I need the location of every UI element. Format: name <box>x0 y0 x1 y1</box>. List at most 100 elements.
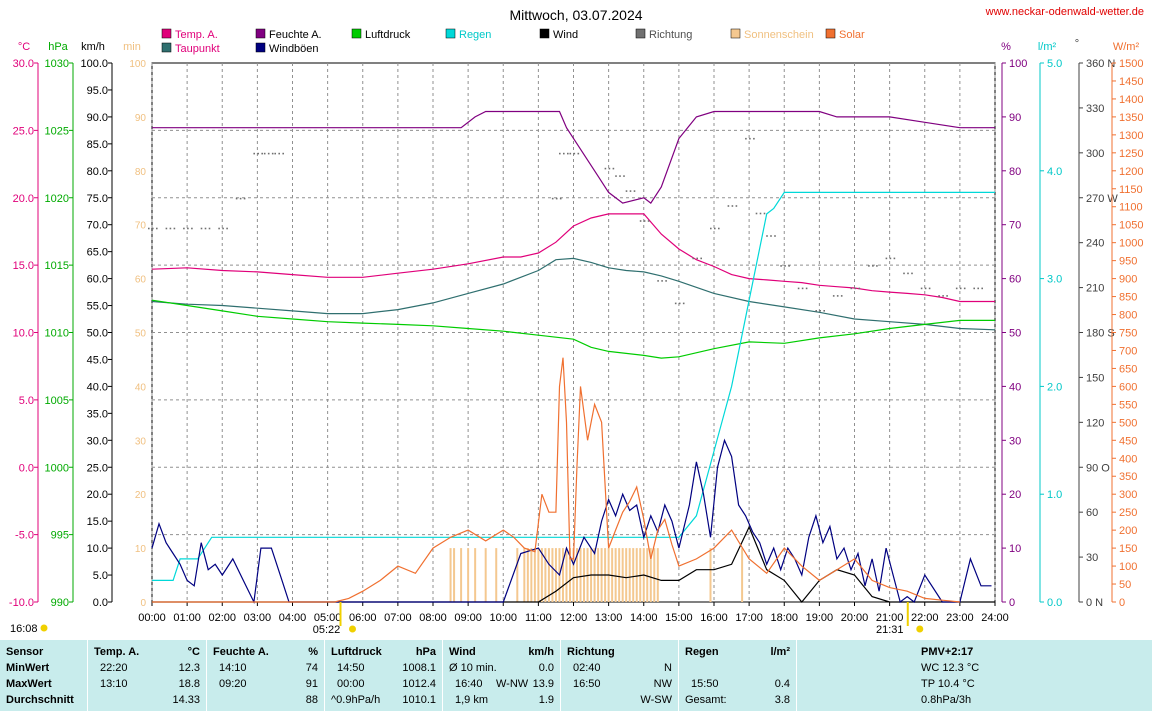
extra-column: PMV+2:17 WC 12.3 °C TP 10.4 °C 0.8hPa/3h <box>796 640 1152 711</box>
rain-axis-label: 4.0 <box>1047 166 1062 178</box>
direction-point <box>208 227 211 230</box>
direction-point <box>218 227 220 230</box>
wind-column: Wind km/h Ø 10 min. 0.0 16:40 W-NW 13.9 1,9 … <box>442 640 560 711</box>
series-temp-a- <box>151 213 995 303</box>
temp-axis-label: -10.0 <box>9 597 34 609</box>
x-tick-label: 14:00 <box>630 612 658 624</box>
direction-point <box>946 295 948 297</box>
direction-point <box>718 227 720 230</box>
temp-axis-label: -5.0 <box>15 530 34 542</box>
direction-axis-label: 300 <box>1086 148 1104 160</box>
legend-swatch <box>825 28 836 39</box>
chart-title: Mittwoch, 03.07.2024 <box>509 7 642 23</box>
direction-point <box>187 227 189 230</box>
x-tick-label: 08:00 <box>419 612 447 624</box>
sun-axis-label: 50 <box>135 329 147 340</box>
direction-point <box>759 212 762 215</box>
pressure-axis-label: 1030 <box>45 58 69 70</box>
solar-axis-label: 500 <box>1119 417 1137 429</box>
humidity-axis-label: 50 <box>1009 328 1021 340</box>
direction-point <box>763 212 766 215</box>
wind-max: 13.9 <box>532 678 554 690</box>
temp-axis-label: 20.0 <box>13 193 34 205</box>
rain-total-label: Gesamt: <box>685 694 727 706</box>
solar-axis-label: 800 <box>1119 310 1137 322</box>
direction-point <box>555 197 558 200</box>
temp-min: 12.3 <box>178 662 200 674</box>
direction-point <box>678 302 681 305</box>
wind-axis-label: 45.0 <box>87 354 108 366</box>
sensor-header: Sensor <box>6 646 44 658</box>
direction-axis-label: 210 <box>1086 283 1104 295</box>
temp-avg: 14.33 <box>172 694 200 706</box>
direction-point <box>235 197 238 200</box>
solar-axis-label: 250 <box>1119 507 1137 519</box>
direction-point <box>823 310 825 312</box>
wind-axis-label: 40.0 <box>87 381 108 393</box>
legend-label: Temp. A. <box>175 29 218 41</box>
direction-axis-label: 150 <box>1086 372 1104 384</box>
direction-point <box>745 137 747 140</box>
wind-axis-label: 90.0 <box>87 112 108 124</box>
temp-axis-label: 10.0 <box>13 328 34 340</box>
wind-max-dir: W-NW <box>496 678 529 690</box>
temp-axis-label: 0.0 <box>19 462 34 474</box>
wind-axis-label: 100.0 <box>80 58 108 70</box>
humidity-axis-label: 0 <box>1009 597 1015 609</box>
direction-point <box>893 257 896 260</box>
direction-avg: W-SW <box>640 694 672 706</box>
legend-label: Richtung <box>649 29 692 41</box>
temp-axis-label: 5.0 <box>19 395 34 407</box>
sunset-icon <box>916 625 924 633</box>
pressure-min: 1008.1 <box>402 662 436 674</box>
x-tick-label: 19:00 <box>806 612 834 624</box>
wind-min-label: Ø 10 min. <box>449 662 497 674</box>
legend-swatch <box>161 28 172 39</box>
solar-axis-label: 600 <box>1119 381 1137 393</box>
humidity-axis-label: 40 <box>1009 381 1021 393</box>
wind-axis-label: 75.0 <box>87 193 108 205</box>
solar-axis-label: 1050 <box>1119 220 1143 232</box>
direction-axis-label: 240 <box>1086 238 1104 250</box>
solar-axis-label: 1200 <box>1119 166 1143 178</box>
direction-point <box>872 265 874 267</box>
humidity-column: Feuchte A.% 14:10 74 09:20 91 88 <box>206 640 324 711</box>
direction-point <box>243 197 246 200</box>
solar-axis-label: 1150 <box>1119 184 1143 196</box>
durchschnitt-label: Durchschnitt <box>6 694 74 706</box>
x-tick-label: 09:00 <box>454 612 482 624</box>
direction-point <box>727 205 730 207</box>
solar-axis-label: 400 <box>1119 453 1137 465</box>
direction-point <box>850 287 853 290</box>
x-tick-label: 24:00 <box>981 612 1009 624</box>
direction-axis-label: 90 O <box>1086 462 1110 474</box>
temp-header: Temp. A. <box>94 646 140 658</box>
legend-swatch <box>351 28 362 39</box>
direction-point <box>938 295 940 297</box>
direction-point <box>924 287 927 290</box>
direction-point <box>639 220 642 222</box>
pressure-header: Luftdruck <box>331 646 382 658</box>
wind-axis-label: 95.0 <box>87 85 108 97</box>
x-tick-label: 06:00 <box>349 612 377 624</box>
direction-point <box>629 190 632 192</box>
x-tick-label: 11:00 <box>525 612 552 624</box>
direction-point <box>148 227 150 230</box>
temp-min-time: 22:20 <box>100 662 128 674</box>
wind-axis-label: 25.0 <box>87 462 108 474</box>
temp-axis-label: 30.0 <box>13 58 34 70</box>
sun-axis-label: 20 <box>135 490 147 501</box>
solar-axis-label: 750 <box>1119 328 1137 340</box>
solar-unit-label: W/m² <box>1113 41 1140 53</box>
x-tick-label: 10:00 <box>489 612 517 624</box>
x-tick-label: 23:00 <box>946 612 974 624</box>
dewpoint-value: TP 10.4 °C <box>921 678 975 690</box>
direction-point <box>169 227 172 230</box>
direction-point <box>222 227 224 230</box>
series-solar <box>152 357 960 603</box>
x-tick-label: 01:00 <box>173 612 201 624</box>
rain-unit-label: l/m² <box>1038 41 1057 53</box>
direction-point <box>692 257 694 260</box>
direction-point <box>731 205 734 207</box>
solar-axis-label: 1000 <box>1119 238 1143 250</box>
